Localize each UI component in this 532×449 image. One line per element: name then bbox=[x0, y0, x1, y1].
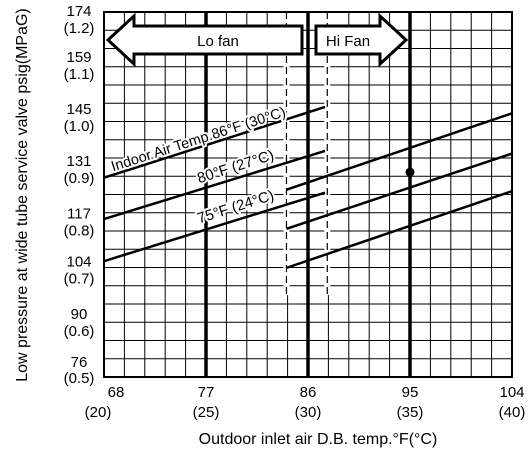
x-tick-labels: 68 (20) 77 (25) 86 (30) 95 (35) 104 (40) bbox=[85, 384, 526, 421]
x-tick-label: 104 bbox=[499, 384, 524, 401]
series-line-lo-fan-1 bbox=[103, 149, 326, 221]
x-tick-label: 95 bbox=[402, 384, 419, 401]
series-line-lo-fan-2 bbox=[103, 191, 326, 263]
operating-point-marker bbox=[405, 167, 415, 177]
dashed-line-mask bbox=[283, 12, 290, 296]
x-tick-label: 77 bbox=[198, 384, 215, 401]
y-tick-label: 159 bbox=[66, 49, 91, 66]
series-line-hi-fan-2 bbox=[286, 189, 513, 270]
y-tick-sublabel: (0.7) bbox=[64, 271, 95, 288]
fan-arrow-shape-0 bbox=[105, 12, 304, 68]
y-tick-label: 90 bbox=[71, 306, 88, 323]
y-tick-label: 131 bbox=[66, 153, 91, 170]
y-tick-sublabel: (0.8) bbox=[64, 222, 95, 239]
y-tick-sublabel: (0.9) bbox=[64, 170, 95, 187]
series-line-hi-fan-0 bbox=[286, 112, 513, 191]
fan-arrows: Lo fan Hi Fan bbox=[105, 12, 409, 68]
fan-arrow-shape-1 bbox=[314, 12, 409, 68]
series-line-hi-fan-1 bbox=[286, 152, 513, 230]
y-tick-labels: 76(0.5) 90(0.6) 104(0.7) 117(0.8) 131(0.9) 14… bbox=[64, 3, 95, 387]
y-tick-sublabel: (1.0) bbox=[64, 118, 95, 135]
dashed-line-mask bbox=[324, 12, 331, 296]
y-tick-label: 117 bbox=[67, 205, 91, 222]
x-axis-label: Outdoor inlet air D.B. temp.°F(°C) bbox=[199, 431, 438, 448]
y-tick-sublabel: (0.5) bbox=[64, 370, 95, 387]
x-tick-sublabel: (35) bbox=[397, 404, 424, 421]
vertical-reference-lines bbox=[204, 12, 412, 377]
x-tick-label: 68 bbox=[108, 384, 125, 401]
y-tick-sublabel: (1.1) bbox=[64, 66, 95, 83]
series-line-lo-fan-0 bbox=[103, 105, 326, 179]
x-tick-sublabel: (30) bbox=[295, 404, 322, 421]
y-tick-label: 76 bbox=[71, 354, 88, 371]
fan-arrow-label-1: Hi Fan bbox=[326, 33, 370, 50]
plot-frame bbox=[103, 11, 513, 378]
y-axis-label: Low pressure at wide tube service valve … bbox=[14, 8, 31, 382]
fan-arrow-label-0: Lo fan bbox=[197, 33, 239, 50]
y-tick-sublabel: (0.6) bbox=[64, 323, 95, 340]
x-tick-sublabel: (20) bbox=[85, 404, 112, 421]
y-tick-label: 174 bbox=[66, 3, 91, 20]
y-tick-sublabel: (1.2) bbox=[64, 20, 95, 37]
y-tick-label: 145 bbox=[66, 101, 91, 118]
x-tick-label: 86 bbox=[300, 384, 317, 401]
series-lines bbox=[103, 105, 513, 270]
y-tick-label: 104 bbox=[66, 254, 91, 271]
x-tick-sublabel: (25) bbox=[193, 404, 220, 421]
x-tick-sublabel: (40) bbox=[499, 404, 526, 421]
